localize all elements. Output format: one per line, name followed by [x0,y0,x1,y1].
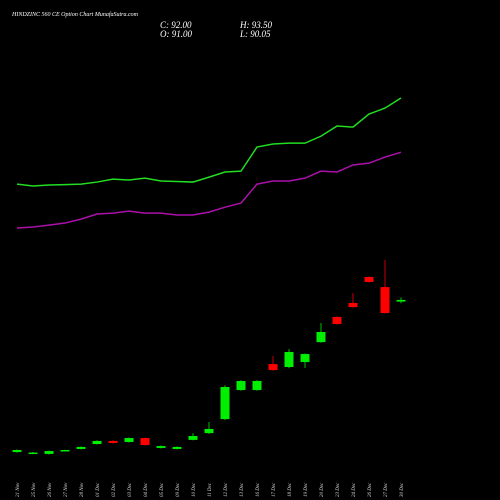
x-tick-label: 18 Dec [288,482,293,497]
ohlc-label: O: 91.00 [160,29,192,39]
x-tick-label: 13 Dec [240,482,245,497]
candle-body [332,316,342,324]
x-tick-label: 19 Dec [304,482,309,497]
x-tick-label: 28 Nov [80,482,85,497]
x-tick-label: 25 Nov [32,482,37,497]
candle-body [252,381,262,391]
candle-body [220,386,230,420]
x-tick-label: 24 Dec [352,482,357,497]
indicator-line [16,151,402,229]
candle-body [12,449,22,453]
candle-body [188,435,198,440]
candle-body [124,438,134,442]
x-tick-label: 05 Dec [160,482,165,497]
x-tick-label: 04 Dec [144,482,149,497]
candle-body [348,302,358,308]
candle-body [236,381,246,391]
candle-body [316,331,326,343]
x-tick-label: 23 Dec [336,482,341,497]
candle-body [284,351,294,368]
ohlc-label: C: 92.00 [160,20,192,30]
candle-body [396,299,406,302]
chart-title: HINDZINC 560 CE Option Chart MunafaSutra… [11,11,139,18]
x-tick-label: 02 Dec [112,482,117,497]
x-tick-label: 16 Dec [256,482,261,497]
x-tick-label: 03 Dec [128,482,133,497]
x-tick-label: 21 Nov [16,482,21,497]
candle-body [204,428,214,434]
ohlc-label: H: 93.50 [239,20,272,30]
x-tick-label: 12 Dec [224,482,229,497]
candle-body [108,440,118,443]
candle-body [156,446,166,448]
x-tick-label: 27 Nov [64,482,69,497]
x-tick-label: 27 Dec [384,482,389,497]
candle-body [140,438,150,446]
indicator-line [16,97,402,187]
x-tick-label: 26 Dec [368,482,373,497]
x-tick-label: 09 Dec [176,482,181,497]
candle-body [380,287,390,314]
candle-body [28,452,38,455]
x-tick-label: 11 Dec [208,482,213,497]
ohlc-label: L: 90.05 [239,29,271,39]
candle-body [364,277,374,282]
candle-body [268,364,278,371]
candle-body [44,451,54,454]
x-tick-label: 20 Dec [320,482,325,497]
x-tick-label: 01 Dec [96,482,101,497]
candle-body [172,446,182,449]
candle-body [300,354,310,363]
candle-body [92,440,102,445]
candle-body [76,446,86,449]
x-tick-label: 17 Dec [272,482,277,497]
x-tick-label: 26 Nov [48,482,53,497]
candle-body [60,449,70,452]
x-tick-label: 10 Dec [192,482,197,497]
x-tick-label: 30 Dec [400,482,405,497]
